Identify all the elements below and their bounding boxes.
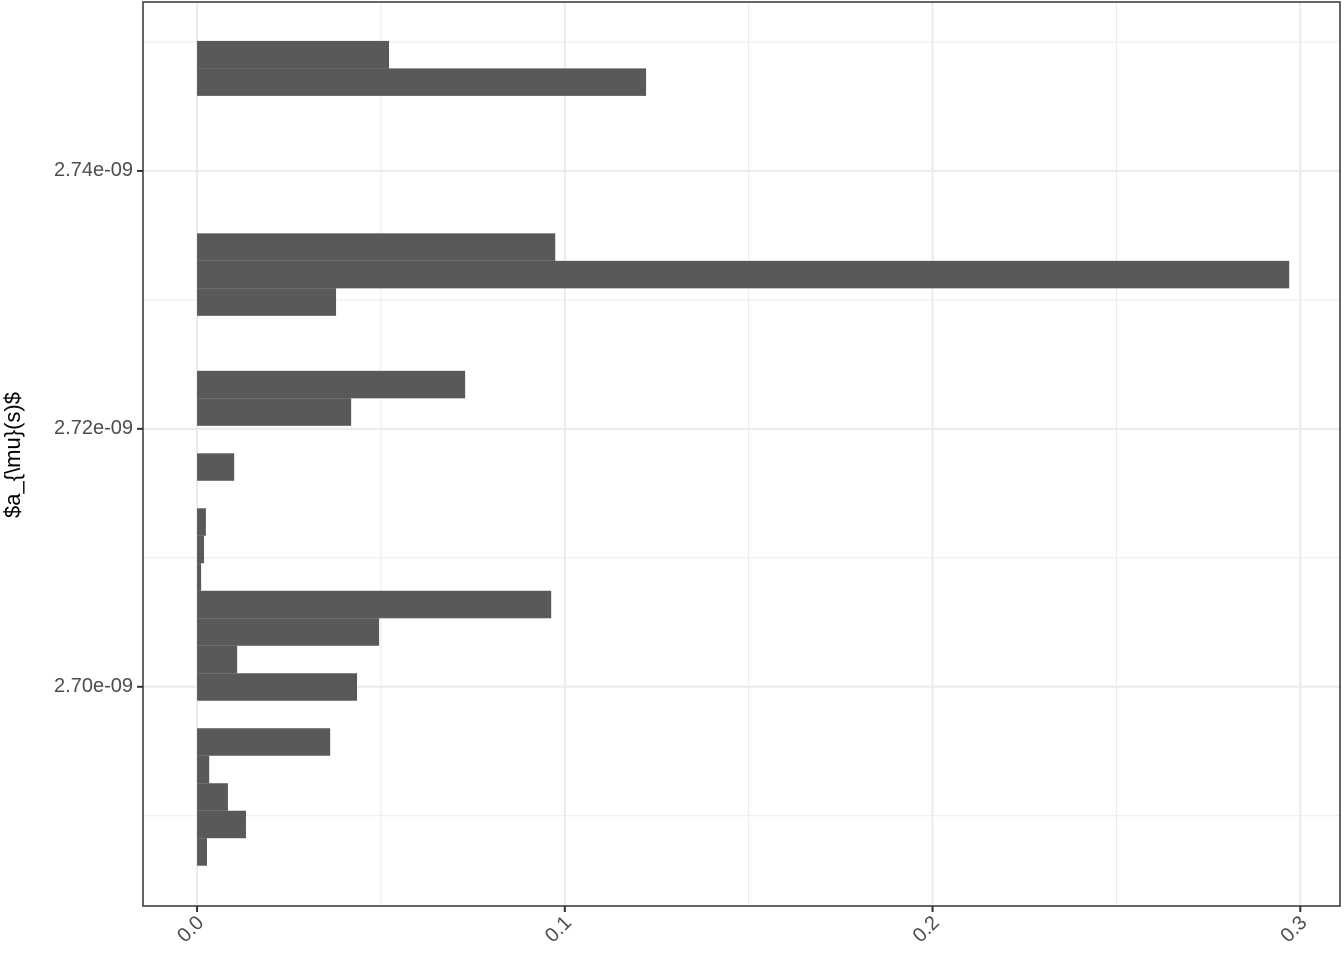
bar — [197, 645, 238, 674]
x-tick-label: 0.3 — [1276, 912, 1311, 947]
bar — [197, 590, 552, 619]
bar — [197, 783, 228, 811]
x-tick-label: 0.1 — [541, 912, 576, 947]
bar — [197, 618, 380, 646]
y-tick-label: 2.74e-09 — [54, 159, 133, 181]
x-tick-label: 0.2 — [909, 912, 944, 947]
bar — [197, 728, 331, 756]
bar — [197, 260, 1290, 289]
bar — [197, 233, 556, 261]
bar — [197, 563, 202, 591]
bar — [197, 398, 352, 426]
bar — [197, 535, 205, 564]
bar — [197, 755, 210, 784]
panel-border — [142, 1, 1341, 907]
x-tick-label: 0.0 — [173, 912, 208, 947]
bar — [197, 40, 390, 69]
bar — [197, 370, 466, 399]
y-tick-label: 2.72e-09 — [54, 417, 133, 439]
bar — [197, 508, 206, 536]
bar — [197, 453, 235, 481]
y-axis-label: $a_{\mu}(s)$ — [0, 392, 25, 518]
y-tick-label: 2.70e-09 — [54, 675, 133, 697]
bar — [197, 68, 647, 96]
bar — [197, 838, 207, 866]
bar — [197, 288, 337, 316]
bar — [197, 673, 358, 701]
bar — [197, 810, 246, 839]
